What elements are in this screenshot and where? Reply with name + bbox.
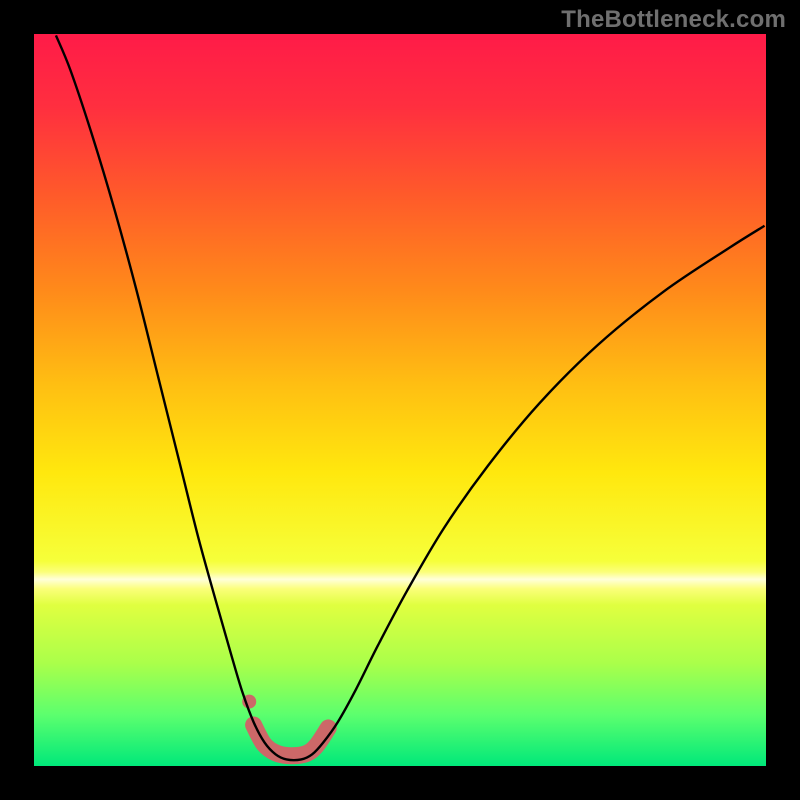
bottleneck-curve-chart [0,0,800,800]
watermark-text: TheBottleneck.com [561,6,786,34]
plot-background [34,34,766,766]
chart-frame: TheBottleneck.com [0,0,800,800]
